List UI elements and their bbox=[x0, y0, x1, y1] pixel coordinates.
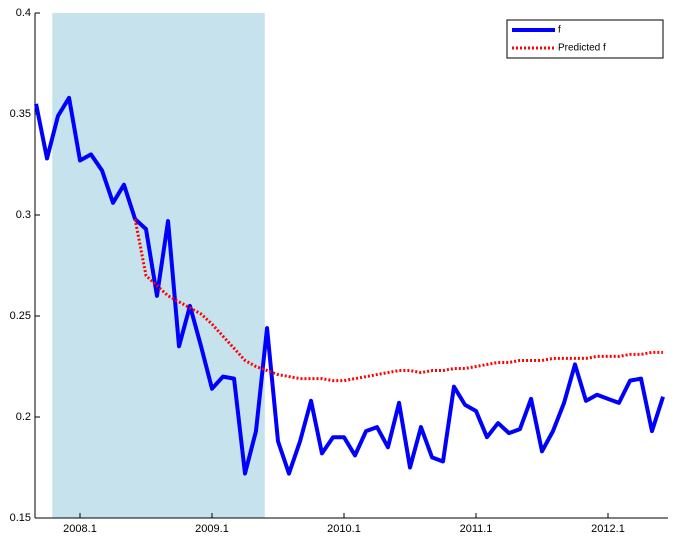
y-tick-label: 0.35 bbox=[10, 108, 31, 120]
x-tick-label: 2010.1 bbox=[327, 523, 361, 535]
y-tick-label: 0.25 bbox=[10, 310, 31, 322]
series-line bbox=[34, 95, 665, 476]
y-tick-label: 0.15 bbox=[10, 512, 31, 524]
x-tick-label: 2012.1 bbox=[591, 523, 625, 535]
legend-label: Predicted f bbox=[558, 43, 606, 54]
y-tick-label: 0.4 bbox=[16, 7, 31, 19]
x-tick-label: 2009.1 bbox=[195, 523, 229, 535]
x-tick-label: 2008.1 bbox=[63, 523, 97, 535]
y-tick-label: 0.3 bbox=[16, 209, 31, 221]
x-tick-label: 2011.1 bbox=[460, 523, 493, 535]
series-line bbox=[133, 218, 664, 383]
shaded-region bbox=[52, 13, 265, 518]
y-tick-label: 0.2 bbox=[16, 411, 31, 423]
legend-box bbox=[506, 19, 664, 59]
legend-label: f bbox=[558, 25, 561, 36]
